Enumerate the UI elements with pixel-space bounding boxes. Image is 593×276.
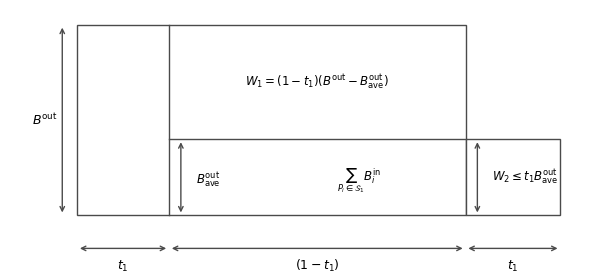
Text: $(1-t_1)$: $(1-t_1)$ bbox=[295, 258, 340, 274]
Text: $B^{\mathrm{out}}$: $B^{\mathrm{out}}$ bbox=[31, 112, 58, 128]
Text: $W_2 \leq t_1 B_{\mathrm{ave}}^{\mathrm{out}}$: $W_2 \leq t_1 B_{\mathrm{ave}}^{\mathrm{… bbox=[492, 168, 558, 187]
Text: $t_1$: $t_1$ bbox=[507, 259, 519, 274]
Text: $t_1$: $t_1$ bbox=[117, 259, 129, 274]
Text: $B_{\mathrm{ave}}^{\mathrm{out}}$: $B_{\mathrm{ave}}^{\mathrm{out}}$ bbox=[196, 171, 221, 190]
Bar bbox=[77, 25, 466, 215]
Bar bbox=[466, 139, 560, 215]
Text: $W_1 = (1-t_1)(B^{\mathrm{out}} - B_{\mathrm{ave}}^{\mathrm{out}})$: $W_1 = (1-t_1)(B^{\mathrm{out}} - B_{\ma… bbox=[246, 73, 389, 92]
Text: $\sum_{P_i \in \mathcal{S}_1} B_i^{\mathrm{in}}$: $\sum_{P_i \in \mathcal{S}_1} B_i^{\math… bbox=[337, 166, 381, 195]
